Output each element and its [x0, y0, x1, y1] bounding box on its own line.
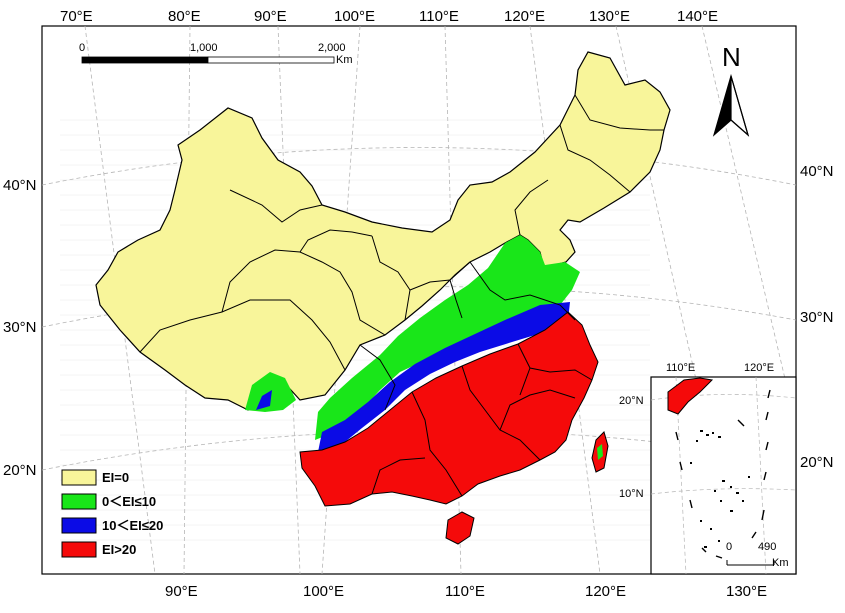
top-lon-label: 110°E	[419, 8, 459, 25]
bottom-lon-label: 90°E	[165, 583, 198, 600]
scale-label: 1,000	[190, 42, 218, 54]
region-ei-10-20	[318, 302, 570, 452]
bottom-longitude-labels: 90°E 100°E 110°E 120°E 130°E	[165, 583, 767, 600]
taiwan-green	[597, 444, 603, 460]
province-boundaries	[139, 94, 664, 497]
inset-dashed-border	[675, 389, 771, 559]
top-longitude-labels: 70°E 80°E 90°E 100°E 110°E 120°E 130°E 1…	[60, 8, 718, 25]
legend-swatch-ei-0-10	[61, 493, 97, 510]
right-latitude-labels: 40°N 30°N 20°N	[800, 163, 834, 471]
top-lon-label: 140°E	[677, 8, 718, 25]
north-label: N	[722, 42, 741, 72]
legend-label: EI>20	[102, 542, 136, 557]
right-lat-label: 40°N	[800, 163, 834, 180]
inset-scale-label: 490	[758, 541, 776, 553]
left-lat-label: 20°N	[3, 462, 37, 479]
legend-label: 0＜EI≤10	[102, 494, 156, 509]
region-ei-10-20-sw	[256, 390, 272, 410]
region-ei-gt-20	[299, 311, 599, 507]
legend-label: EI=0	[102, 470, 129, 485]
inset-map: 110°E 120°E 20°N 10°N 0 490 Km	[619, 362, 797, 575]
region-ei-0-10	[315, 235, 580, 440]
legend-swatch-ei-zero	[61, 469, 97, 486]
top-lon-label: 70°E	[60, 8, 93, 25]
top-lon-label: 80°E	[168, 8, 201, 25]
inset-hainan	[667, 377, 714, 415]
scale-label: 2,000	[318, 42, 346, 54]
left-latitude-labels: 40°N 30°N 20°N	[3, 177, 37, 479]
hainan-island	[445, 511, 475, 545]
top-lon-label: 130°E	[589, 8, 630, 25]
legend-swatch-ei-10-20	[61, 517, 97, 534]
inset-left-lat-label: 10°N	[619, 488, 644, 500]
inset-scale-label: 0	[726, 541, 732, 553]
bottom-lon-label: 100°E	[303, 583, 344, 600]
top-lon-label: 100°E	[334, 8, 375, 25]
inset-scale-bar	[726, 560, 775, 566]
legend-label: 10＜EI≤20	[102, 518, 163, 533]
inset-top-lon-label: 110°E	[666, 362, 695, 374]
region-ei-zero	[95, 51, 671, 411]
scale-label: 0	[79, 42, 85, 54]
scale-unit: Km	[336, 54, 353, 66]
inset-islands	[690, 430, 750, 548]
right-lat-label: 30°N	[800, 309, 834, 326]
left-lat-label: 30°N	[3, 319, 37, 336]
scale-bar: 0 1,000 2,000 Km	[79, 42, 353, 66]
north-arrow: N	[712, 42, 750, 137]
bottom-lon-label: 130°E	[726, 583, 767, 600]
bottom-lon-label: 120°E	[585, 583, 626, 600]
right-lat-label: 20°N	[800, 454, 834, 471]
inset-scale-unit: Km	[772, 557, 789, 569]
inset-left-lat-label: 20°N	[619, 395, 644, 407]
legend: EI=0 0＜EI≤10 10＜EI≤20 EI>20	[61, 469, 163, 558]
north-arrow-icon	[712, 73, 750, 137]
top-lon-label: 90°E	[254, 8, 287, 25]
legend-swatch-ei-gt-20	[61, 541, 97, 558]
top-lon-label: 120°E	[504, 8, 545, 25]
inset-top-lon-label: 120°E	[744, 362, 774, 374]
bottom-lon-label: 110°E	[445, 583, 485, 600]
left-lat-label: 40°N	[3, 177, 37, 194]
